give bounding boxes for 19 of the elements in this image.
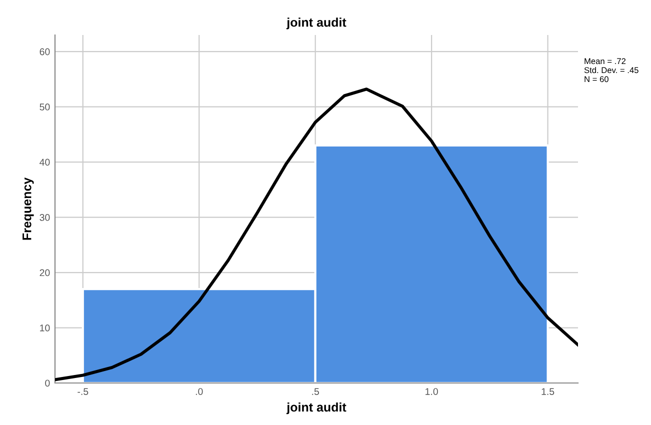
x-axis-title: joint audit [286,402,346,414]
y-tick-label: 60 [40,48,50,56]
y-tick-label: 30 [40,214,50,221]
x-tick-label: -.5 [78,388,88,395]
text: Std. Dev. = .45 [584,67,638,74]
y-axis-title: Frequency [22,177,34,240]
chart-title: joint audit [286,18,346,30]
y-tick-label: 10 [40,324,50,332]
x-tick-label: 1.0 [426,388,438,395]
y-tick-label: 20 [40,269,50,276]
y-tick-label: 50 [40,104,50,110]
text: N = 60 [584,76,608,82]
line-series [55,88,578,382]
y-tick-label: 40 [40,158,50,166]
y-tick-label: 0 [45,380,50,387]
x-tick-label: .0 [196,388,203,395]
x-tick-label: 1.5 [542,388,554,395]
text: Mean = .72 [584,58,626,64]
x-tick-label: .5 [312,388,319,395]
